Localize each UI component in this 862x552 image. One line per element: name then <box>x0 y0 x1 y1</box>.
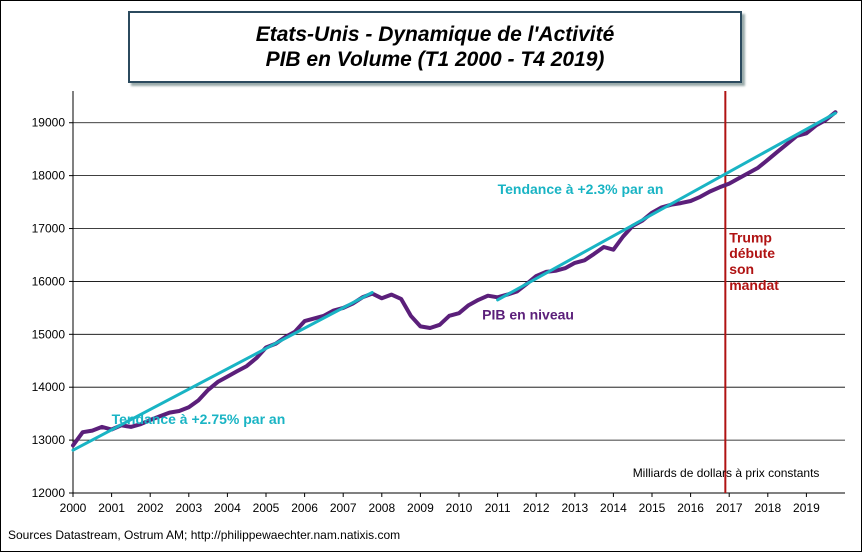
x-tick-label-2018: 2018 <box>754 501 781 515</box>
x-tick-label-2010: 2010 <box>446 501 473 515</box>
annotation-7: Milliards de dollars à prix constants <box>633 466 820 480</box>
x-tick-label-2001: 2001 <box>98 501 125 515</box>
x-tick-label-2002: 2002 <box>137 501 164 515</box>
source-note: Sources Datastream, Ostrum AM; http://ph… <box>8 528 401 542</box>
grid-lines <box>73 122 845 441</box>
y-tick-label-16000: 16000 <box>32 274 66 288</box>
y-tick-label-15000: 15000 <box>32 327 66 341</box>
series-group <box>71 91 838 493</box>
x-tick-label-2005: 2005 <box>253 501 280 515</box>
y-tick-label-13000: 13000 <box>32 433 66 447</box>
annotation-1: Tendance à +2.3% par an <box>498 181 664 197</box>
annotation-4: débute <box>729 245 775 261</box>
x-tick-label-2008: 2008 <box>368 501 395 515</box>
x-tick-label-2000: 2000 <box>60 501 87 515</box>
annotations: Tendance à +2.75% par an Tendance à +2.3%… <box>112 181 820 480</box>
y-tick-label-18000: 18000 <box>32 169 66 183</box>
annotation-6: mandat <box>729 277 779 293</box>
trend-line-1 <box>71 291 374 452</box>
x-tick-label-2013: 2013 <box>561 501 588 515</box>
y-tick-labels: 12000 13000 14000 15000 16000 17000 18000 19000 <box>32 116 73 500</box>
gdp-line <box>71 110 838 448</box>
annotation-2: PIB en niveau <box>482 307 574 323</box>
x-tick-label-2007: 2007 <box>330 501 357 515</box>
annotation-0: Tendance à +2.75% par an <box>112 411 286 427</box>
x-tick-label-2019: 2019 <box>793 501 820 515</box>
x-tick-label-2004: 2004 <box>214 501 241 515</box>
y-tick-label-12000: 12000 <box>32 486 66 500</box>
x-tick-label-2014: 2014 <box>600 501 627 515</box>
trend-line-2 <box>496 111 837 302</box>
y-tick-label-14000: 14000 <box>32 380 66 394</box>
annotation-3: Trump <box>729 229 772 245</box>
chart-title-line1: Etats-Unis - Dynamique de l'Activité <box>255 23 615 46</box>
x-tick-label-2006: 2006 <box>291 501 318 515</box>
annotation-5: son <box>729 261 754 277</box>
y-tick-label-17000: 17000 <box>32 222 66 236</box>
x-tick-label-2015: 2015 <box>639 501 666 515</box>
x-tick-label-2012: 2012 <box>523 501 550 515</box>
x-tick-label-2009: 2009 <box>407 501 434 515</box>
x-tick-label-2011: 2011 <box>485 501 511 515</box>
chart-title-box: Etats-Unis - Dynamique de l'Activité PIB… <box>128 11 742 83</box>
x-tick-label-2016: 2016 <box>677 501 704 515</box>
chart-title-line2: PIB en Volume (T1 2000 - T4 2019) <box>265 48 605 71</box>
y-tick-label-19000: 19000 <box>32 116 66 130</box>
x-tick-label-2017: 2017 <box>716 501 743 515</box>
x-tick-label-2003: 2003 <box>175 501 202 515</box>
x-tick-labels: 2000 2001 2002 2003 2004 2005 2006 2007 2008 2009… <box>60 493 820 515</box>
